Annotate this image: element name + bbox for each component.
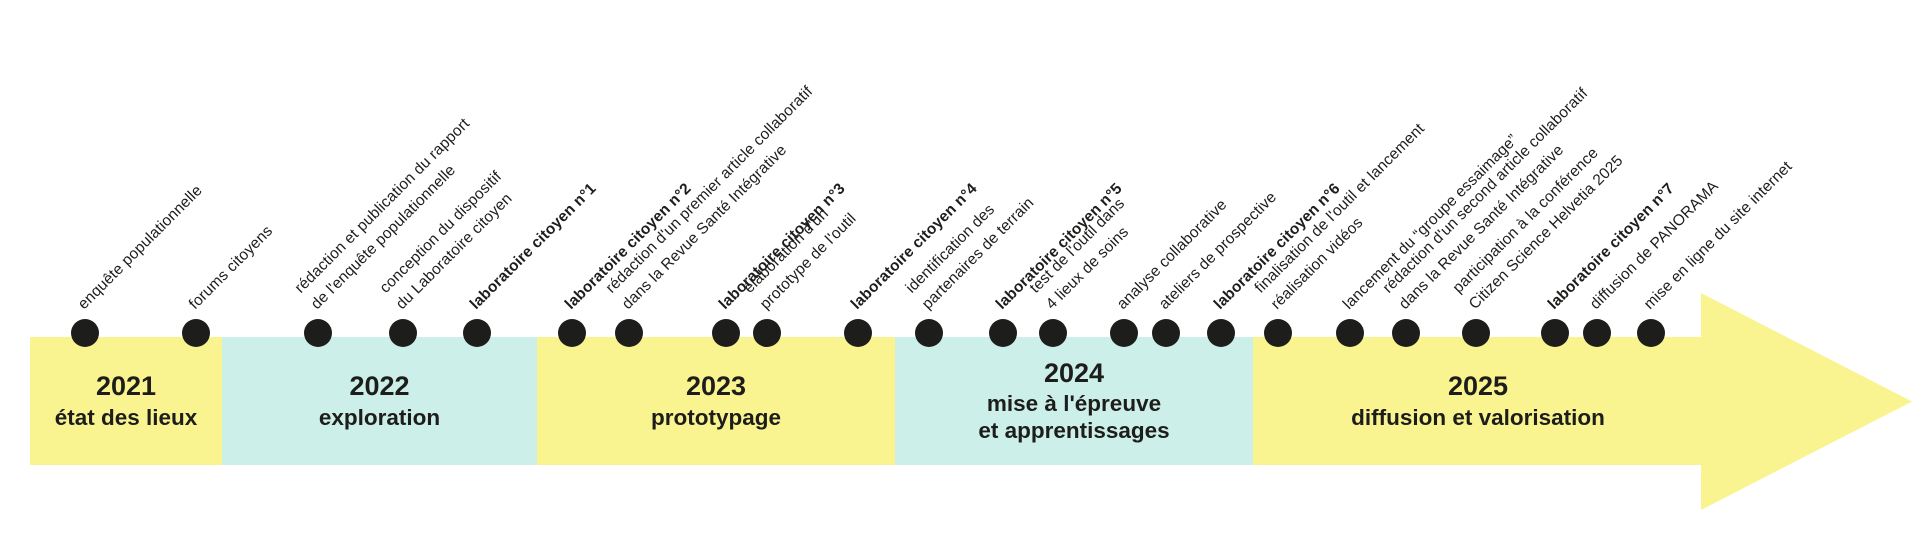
timeline-event-dot: [558, 319, 586, 347]
timeline-event-dot: [1264, 319, 1292, 347]
timeline-segment-2024: 2024 mise à l'épreuve et apprentissages: [895, 337, 1253, 465]
timeline-event-dot: [1336, 319, 1364, 347]
timeline-event-dot: [1207, 319, 1235, 347]
segment-subtitle: exploration: [318, 404, 441, 430]
timeline-event-dot: [844, 319, 872, 347]
segment-subtitle: état des lieux: [54, 404, 198, 430]
timeline-event-dot: [1110, 319, 1138, 347]
event-label: élaboration d'un prototype de l'outil: [740, 205, 860, 313]
timeline-event-dot: [915, 319, 943, 347]
timeline-event-dot: [389, 319, 417, 347]
timeline-event-dot: [1392, 319, 1420, 347]
timeline-event-dot: [71, 319, 99, 347]
timeline-event-dot: [753, 319, 781, 347]
timeline-event-dot: [1637, 319, 1665, 347]
segment-year: 2022: [349, 371, 410, 402]
segment-subtitle: diffusion et valorisation: [1351, 404, 1605, 430]
timeline-event-dot: [463, 319, 491, 347]
timeline-event-dot: [1583, 319, 1611, 347]
segment-year: 2024: [1043, 357, 1105, 388]
segment-year: 2021: [95, 371, 157, 402]
timeline-event-dot: [615, 319, 643, 347]
timeline-segment-2025: 2025 diffusion et valorisation: [1253, 337, 1703, 465]
event-label: forums citoyens: [185, 222, 277, 313]
timeline-event-dot: [304, 319, 332, 347]
segment-subtitle: prototypage: [650, 404, 781, 430]
timeline-segment-2023: 2023 prototypage: [537, 337, 895, 465]
segment-subtitle: mise à l'épreuve et apprentissages: [978, 391, 1170, 444]
timeline-event-dot: [989, 319, 1017, 347]
timeline-event-dot: [1462, 319, 1490, 347]
timeline-event-dot: [1039, 319, 1067, 347]
timeline-segment-2022: 2022 exploration: [222, 337, 537, 465]
segment-year: 2025: [1447, 371, 1509, 402]
segment-year: 2023: [685, 371, 747, 402]
timeline-event-dot: [182, 319, 210, 347]
timeline-event-dot: [1541, 319, 1569, 347]
timeline-event-dot: [712, 319, 740, 347]
timeline-segment-2021: 2021 état des lieux: [30, 337, 222, 465]
timeline-event-dot: [1152, 319, 1180, 347]
